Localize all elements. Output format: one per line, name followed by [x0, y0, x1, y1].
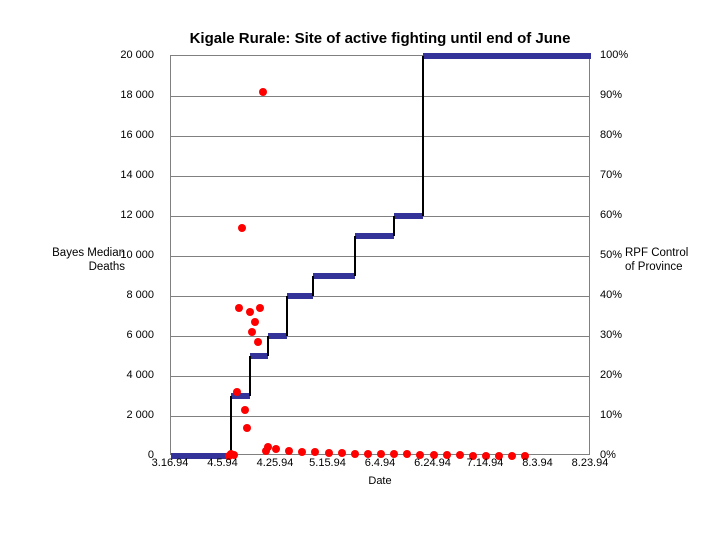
step-connector — [354, 236, 356, 276]
scatter-point — [233, 388, 241, 396]
step-segment — [268, 333, 286, 339]
scatter-point — [264, 443, 272, 451]
scatter-point — [311, 448, 319, 456]
step-connector — [286, 296, 288, 336]
y-left-tick-label: 4 000 — [30, 369, 160, 381]
step-connector — [312, 276, 314, 296]
y-right-tick-label: 80% — [594, 129, 622, 141]
x-axis-title: Date — [368, 475, 391, 487]
y-right-tick-label: 100% — [594, 49, 628, 61]
y-right-tick-label: 50% — [594, 249, 622, 261]
scatter-point — [246, 308, 254, 316]
scatter-point — [235, 304, 243, 312]
y-left-tick-label: 6 000 — [30, 329, 160, 341]
y-left-tick-label: 20 000 — [30, 49, 160, 61]
gridline — [171, 336, 589, 337]
scatter-point — [272, 445, 280, 453]
scatter-point — [241, 406, 249, 414]
x-tick-label: 3.16.94 — [152, 457, 189, 469]
gridline — [171, 416, 589, 417]
step-segment — [423, 53, 486, 59]
x-tick-label: 6.4.94 — [365, 457, 396, 469]
y-right-tick-label: 20% — [594, 369, 622, 381]
x-tick-label: 6.24.94 — [414, 457, 451, 469]
step-connector — [249, 356, 251, 396]
scatter-point — [254, 338, 262, 346]
scatter-point — [243, 424, 251, 432]
step-segment — [355, 233, 394, 239]
scatter-point — [285, 447, 293, 455]
x-tick-label: 7.14.94 — [467, 457, 504, 469]
scatter-point — [325, 449, 333, 457]
y-right-tick-label: 40% — [594, 289, 622, 301]
chart: Bayes MedianDeaths RPF Controlof Provinc… — [30, 55, 690, 495]
y-left-tick-label: 8 000 — [30, 289, 160, 301]
gridline — [171, 376, 589, 377]
x-tick-label: 4.25.94 — [257, 457, 294, 469]
scatter-point — [259, 88, 267, 96]
gridline — [171, 256, 589, 257]
gridline — [171, 96, 589, 97]
y-left-tick-label: 12 000 — [30, 209, 160, 221]
page: { "title": "Kigale Rurale: Site of activ… — [0, 0, 720, 540]
scatter-point — [238, 224, 246, 232]
step-connector — [393, 216, 395, 236]
step-segment — [250, 353, 268, 359]
step-segment — [394, 213, 423, 219]
y-right-tick-label: 70% — [594, 169, 622, 181]
y-left-tick-label: 0 — [30, 449, 160, 461]
x-tick-label: 8.3.94 — [522, 457, 553, 469]
gridline — [171, 216, 589, 217]
y-right-tick-label: 90% — [594, 89, 622, 101]
y-left-tick-label: 10 000 — [30, 249, 160, 261]
step-connector — [230, 396, 232, 456]
y-right-tick-label: 10% — [594, 409, 622, 421]
plot-area — [170, 55, 590, 455]
scatter-point — [248, 328, 256, 336]
y-right-tick-label: 30% — [594, 329, 622, 341]
step-segment — [287, 293, 313, 299]
step-segment — [313, 273, 355, 279]
gridline — [171, 176, 589, 177]
x-tick-label: 4.5.94 — [207, 457, 238, 469]
scatter-point — [351, 450, 359, 458]
y-right-tick-label: 60% — [594, 209, 622, 221]
step-connector — [267, 336, 269, 356]
x-tick-label: 8.23.94 — [572, 457, 609, 469]
y-left-tick-label: 18 000 — [30, 89, 160, 101]
gridline — [171, 296, 589, 297]
y-right-axis-title: RPF Controlof Province — [625, 247, 688, 275]
x-tick-label: 5.15.94 — [309, 457, 346, 469]
scatter-point — [338, 449, 346, 457]
y-left-tick-label: 14 000 — [30, 169, 160, 181]
scatter-point — [508, 452, 516, 460]
y-left-tick-label: 16 000 — [30, 129, 160, 141]
scatter-point — [256, 304, 264, 312]
scatter-point — [456, 451, 464, 459]
scatter-point — [403, 450, 411, 458]
scatter-point — [251, 318, 259, 326]
step-connector — [422, 56, 424, 216]
step-segment — [486, 53, 591, 59]
y-left-tick-label: 2 000 — [30, 409, 160, 421]
chart-title: Kigale Rurale: Site of active fighting u… — [130, 30, 630, 47]
gridline — [171, 136, 589, 137]
scatter-point — [298, 448, 306, 456]
